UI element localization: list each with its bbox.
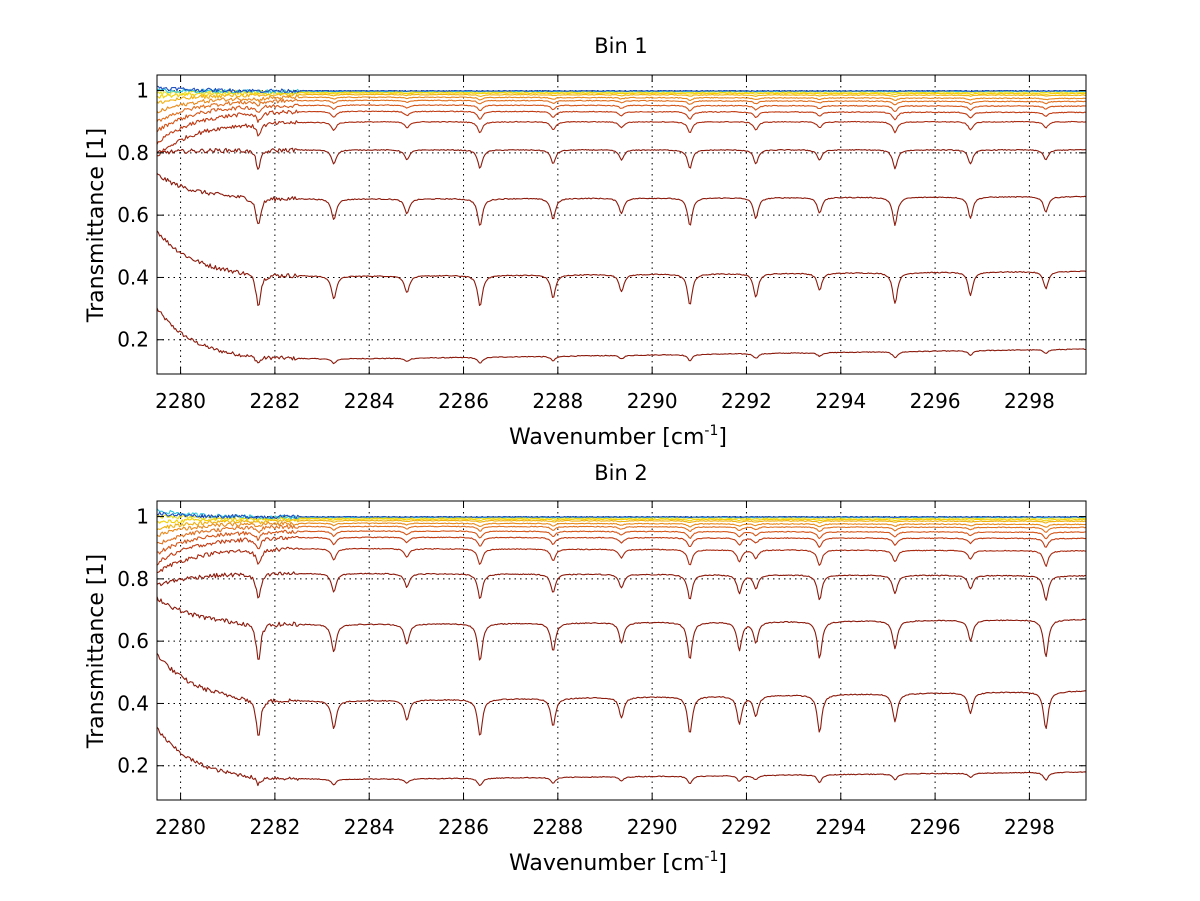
x-axis-label-sup: -1 — [704, 849, 718, 865]
x-tick-label: 2288 — [532, 815, 583, 839]
y-tick-label: 0.2 — [117, 328, 149, 352]
grid — [157, 501, 1086, 800]
x-tick-label: 2286 — [438, 815, 489, 839]
series-line — [157, 529, 1086, 555]
y-tick-label: 0.8 — [117, 567, 149, 591]
x-tick-label: 2298 — [1004, 389, 1055, 413]
series-line — [157, 518, 1086, 531]
series-line — [157, 120, 1086, 157]
series-line — [157, 230, 1086, 306]
series-line — [157, 92, 1086, 104]
x-tick-label: 2284 — [344, 815, 395, 839]
series-line — [157, 516, 1086, 524]
x-axis-label: Wavenumber [cm-1] — [509, 849, 727, 876]
y-tick-label: 0.2 — [117, 754, 149, 778]
y-tick-label: 0.6 — [117, 203, 149, 227]
x-tick-label: 2286 — [438, 389, 489, 413]
series-group — [157, 508, 1086, 787]
series-line — [157, 89, 1086, 96]
subplot-bin-1: Bin 1 2280 2282 2284 2286 2288 2290 2292 2294 22… — [84, 34, 1087, 450]
series-line — [157, 546, 1086, 574]
y-tick-label: 1 — [136, 79, 149, 103]
y-axis-ticks: 0.2 0.4 0.6 0.8 1 — [117, 79, 1086, 352]
x-axis-label: Wavenumber [cm-1] — [509, 423, 727, 450]
y-tick-label: 0.8 — [117, 141, 149, 165]
series-line — [157, 90, 1086, 99]
x-tick-label: 2280 — [155, 815, 206, 839]
series-line — [157, 511, 1086, 520]
x-axis-label-sup: -1 — [704, 423, 718, 439]
chart-title: Bin 1 — [594, 34, 648, 58]
x-tick-label: 2292 — [721, 815, 772, 839]
series-line — [157, 535, 1086, 566]
series-line — [157, 95, 1086, 114]
x-tick-label: 2298 — [1004, 815, 1055, 839]
series-line — [157, 147, 1086, 170]
y-tick-label: 0.6 — [117, 629, 149, 653]
y-axis-label: Transmittance [1] — [84, 554, 109, 749]
y-tick-label: 0.4 — [117, 691, 149, 715]
series-line — [157, 521, 1086, 537]
x-tick-label: 2280 — [155, 389, 206, 413]
series-group — [157, 85, 1086, 365]
plot-area — [156, 500, 1087, 801]
y-tick-label: 0.4 — [117, 265, 149, 289]
series-line — [157, 571, 1086, 601]
x-tick-label: 2282 — [249, 815, 300, 839]
series-line — [157, 514, 1086, 521]
x-axis-ticks: 2280 2282 2284 2286 2288 2290 2292 2294 2296 2298 — [155, 501, 1055, 839]
series-line — [157, 85, 1086, 94]
x-tick-label: 2292 — [721, 389, 772, 413]
x-axis-label-text: Wavenumber [cm — [509, 425, 704, 450]
x-axis-label-end: ] — [718, 851, 727, 876]
series-line — [157, 652, 1086, 736]
x-tick-label: 2296 — [910, 815, 961, 839]
series-line — [157, 524, 1086, 545]
x-axis-label-text: Wavenumber [cm — [509, 851, 704, 876]
x-tick-label: 2294 — [815, 815, 866, 839]
series-line — [157, 596, 1086, 661]
y-axis-label: Transmittance [1] — [84, 128, 109, 323]
x-axis-ticks: 2280 2282 2284 2286 2288 2290 2292 2294 2296 2298 — [155, 75, 1055, 413]
x-tick-label: 2282 — [249, 389, 300, 413]
series-line — [157, 307, 1086, 365]
x-tick-label: 2290 — [627, 389, 678, 413]
x-tick-label: 2290 — [627, 815, 678, 839]
series-line — [157, 726, 1086, 787]
x-tick-label: 2296 — [910, 389, 961, 413]
grid — [157, 75, 1086, 374]
y-axis-ticks: 0.2 0.4 0.6 0.8 1 — [117, 505, 1086, 778]
series-line — [157, 172, 1086, 227]
series-line — [157, 103, 1086, 133]
x-axis-label-end: ] — [718, 425, 727, 450]
plot-area — [156, 74, 1087, 375]
subplot-bin-2: Bin 2 2280 2282 2284 2286 2288 2290 2292 2294 22… — [84, 461, 1087, 876]
x-tick-label: 2288 — [532, 389, 583, 413]
x-tick-label: 2294 — [815, 389, 866, 413]
chart-title: Bin 2 — [594, 461, 648, 485]
x-tick-label: 2284 — [344, 389, 395, 413]
y-tick-label: 1 — [136, 505, 149, 529]
series-line — [157, 98, 1086, 122]
series-line — [157, 109, 1086, 145]
